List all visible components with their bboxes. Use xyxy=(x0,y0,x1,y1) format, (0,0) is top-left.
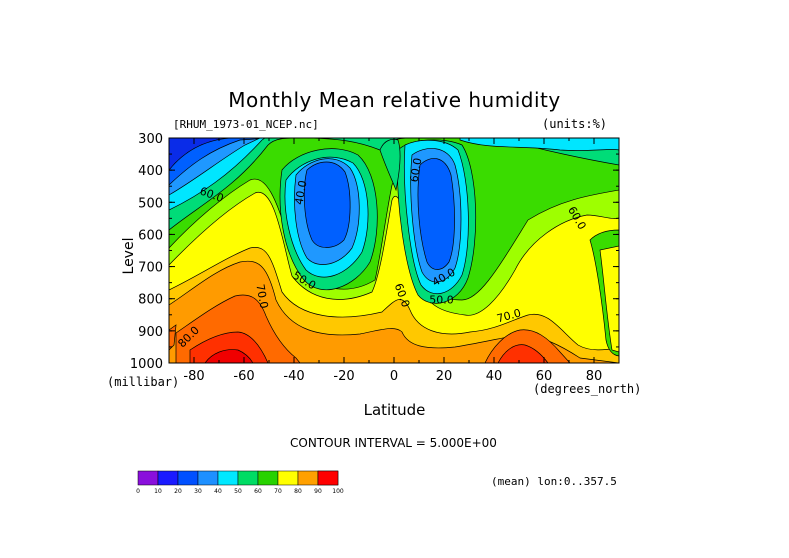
y-tick-label: 500 xyxy=(138,196,163,211)
colorbar-swatch-4 xyxy=(217,470,239,486)
colorbar-swatch-1 xyxy=(157,470,179,486)
colorbar-label: 0 xyxy=(136,488,140,495)
y-tick-label: 900 xyxy=(138,325,163,340)
x-tick-label: -20 xyxy=(333,369,354,384)
contour-label-3: 70.0 xyxy=(253,283,270,309)
plot-area xyxy=(169,138,619,363)
colorbar-label: 60 xyxy=(254,488,262,495)
x-axis-label: Latitude xyxy=(363,401,426,419)
colorbar-label: 40 xyxy=(214,488,222,495)
colorbar-swatch-6 xyxy=(257,470,279,486)
y-tick-label: 600 xyxy=(138,228,163,243)
colorbar-swatch-3 xyxy=(197,470,219,486)
chart-title: Monthly Mean relative humidity xyxy=(228,88,561,112)
contour-label-6: 50.0 xyxy=(429,293,454,306)
y-tick-label: 1000 xyxy=(130,357,163,372)
y-tick-label: 400 xyxy=(138,164,163,179)
contour-interval-text: CONTOUR INTERVAL = 5.000E+00 xyxy=(290,436,497,450)
y-tick-label: 300 xyxy=(138,132,163,147)
colorbar-label: 80 xyxy=(294,488,302,495)
dataset-label: [RHUM_1973-01_NCEP.nc] xyxy=(173,118,319,131)
axes: -80 -60 -40 -20 0 20 40 60 80 300 400 500 600 700 800 9… xyxy=(130,132,620,384)
y-tick-label: 800 xyxy=(138,293,163,308)
colorbar-label: 20 xyxy=(174,488,182,495)
colorbar-label: 50 xyxy=(234,488,242,495)
colorbar-swatch-10 xyxy=(317,470,339,486)
colorbar-label: 70 xyxy=(274,488,282,495)
contour-band-b30-19 xyxy=(417,158,455,270)
x-tick-label: -40 xyxy=(283,369,304,384)
longitude-mean-text: (mean) lon:0..357.5 xyxy=(491,475,617,488)
colorbar-swatch-8 xyxy=(297,470,319,486)
colorbar-swatch-5 xyxy=(237,470,259,486)
y-tick-label: 700 xyxy=(138,261,163,276)
x-tick-label: -60 xyxy=(233,369,254,384)
x-axis-unit: (degrees_north) xyxy=(533,382,642,396)
colorbar-label: 10 xyxy=(154,488,162,495)
x-tick-label: 40 xyxy=(486,369,503,384)
units-label: (units:%) xyxy=(542,117,608,131)
x-tick-label: -80 xyxy=(183,369,204,384)
x-tick-label: 0 xyxy=(390,369,398,384)
x-tick-label: 60 xyxy=(536,369,553,384)
x-tick-label: 20 xyxy=(436,369,453,384)
colorbar-swatch-7 xyxy=(277,470,299,486)
colorbar: 0 10 20 30 40 50 60 70 80 90 100 xyxy=(136,470,344,495)
contour-label-9: 70.0 xyxy=(495,306,522,325)
contour-label-1: 40.0 xyxy=(292,179,309,205)
x-tick-label: 80 xyxy=(586,369,603,384)
colorbar-label: 30 xyxy=(194,488,202,495)
contour-band-b50-22 xyxy=(379,138,401,192)
contour-band-b30-20 xyxy=(303,161,351,248)
y-axis-unit: (millibar) xyxy=(107,375,180,389)
colorbar-label: 100 xyxy=(332,488,344,495)
colorbar-swatch-0 xyxy=(137,470,159,486)
contour-label-8: 60.0 xyxy=(407,157,424,183)
contour-band-b95-12 xyxy=(204,349,254,363)
contour-band-b70-24 xyxy=(599,245,619,353)
contour-band-b85-10 xyxy=(175,294,571,363)
colorbar-label: 90 xyxy=(314,488,322,495)
contour-band-b40-21 xyxy=(459,138,619,151)
colorbar-swatch-2 xyxy=(177,470,199,486)
